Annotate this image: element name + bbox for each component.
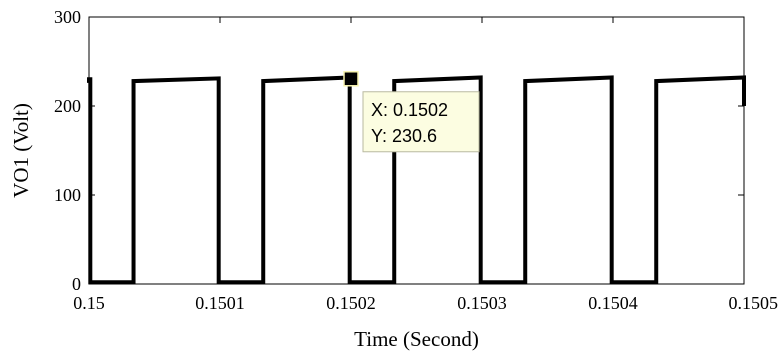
datatip-marker[interactable] [343,71,359,87]
y-tick-label: 200 [54,96,81,116]
series-line-1 [87,75,746,285]
y-tick-label: 100 [54,185,81,205]
datatip-x-text: X: 0.1502 [371,100,448,120]
axes-box [88,16,745,285]
datatip-y-text: Y: 230.6 [371,126,437,146]
x-tick-label: 0.1501 [195,293,245,313]
x-tick-label: 0.1504 [588,293,638,313]
axes-layer: 0.15 0.1501 0.1502 0.1503 0.1504 0.1505 0 100 20… [54,7,778,313]
datatip-box [362,91,480,153]
x-axis-label: Time (Second) [354,327,479,351]
y-axis-label: VO1 (Volt) [9,103,33,198]
datatip-layer[interactable]: X: 0.1502 Y: 230.6 [343,71,480,153]
y-tick-label: 0 [72,274,81,294]
x-tick-label: 0.15 [73,293,105,313]
plot-layer [87,75,746,285]
x-tick-label: 0.1503 [457,293,507,313]
y-tick-label: 300 [54,7,81,27]
x-tick-label: 0.1505 [729,293,779,313]
x-tick-label: 0.1502 [326,293,376,313]
